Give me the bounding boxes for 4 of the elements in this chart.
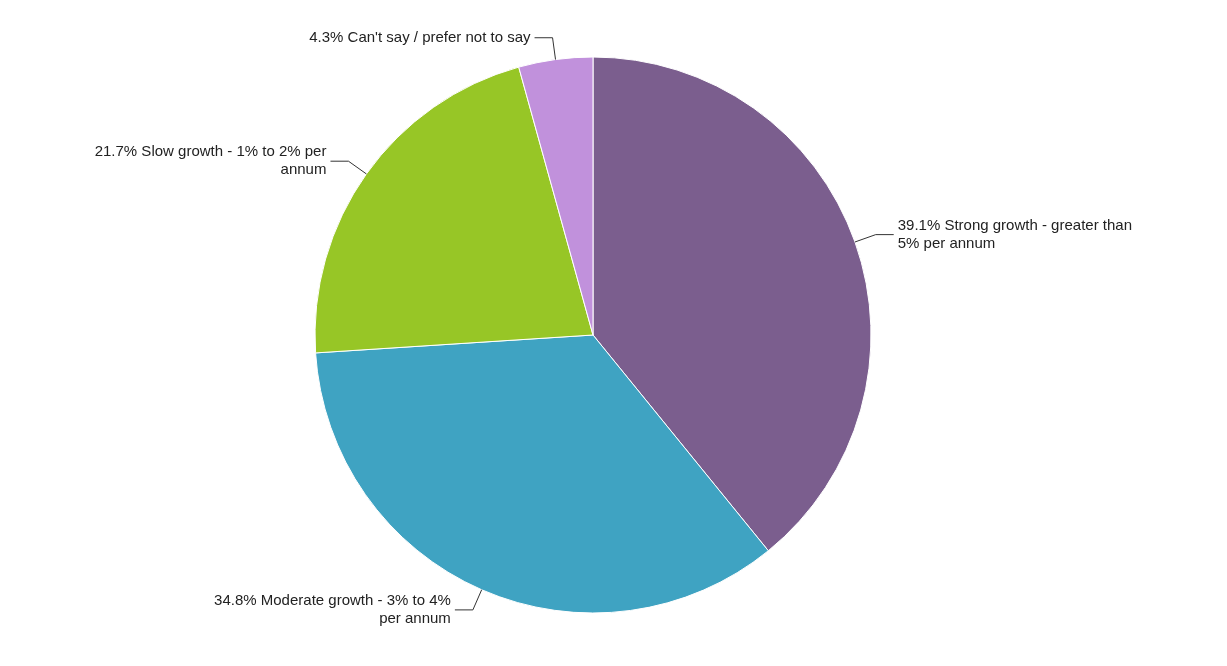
slice-label: 4.3% Can't say / prefer not to say [309, 27, 532, 45]
slice-label: 39.1% Strong growth - greater than 5% per annum [897, 215, 1133, 251]
slice-label: 34.8% Moderate growth - 3% to 4% per annum [214, 590, 451, 626]
slice-label: 21.7% Slow growth - 1% to 2% per annum [94, 142, 327, 178]
